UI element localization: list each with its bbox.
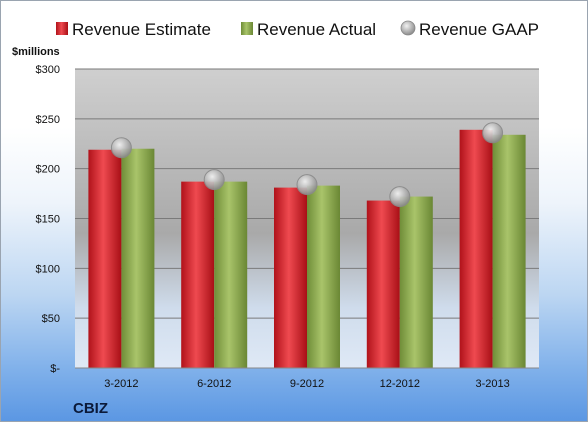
bar-revenue-actual	[399, 196, 433, 368]
y-axis-ticks: $- $50 $100 $150 $200 $250 $300	[36, 64, 61, 375]
legend-label-gaap: Revenue GAAP	[419, 20, 539, 39]
x-tick-label: 12-2012	[380, 378, 420, 390]
legend: Revenue Estimate Revenue Actual Revenue …	[56, 20, 539, 39]
y-tick-label: $100	[36, 263, 60, 275]
x-tick-label: 3-2013	[475, 378, 509, 390]
bar-revenue-estimate	[274, 187, 307, 368]
brand-label: CBIZ	[73, 400, 108, 417]
legend-label-actual: Revenue Actual	[257, 20, 376, 39]
bar-revenue-estimate	[366, 200, 400, 368]
bar-revenue-actual	[121, 148, 155, 368]
y-tick-label: $300	[36, 64, 60, 76]
bar-revenue-estimate	[88, 149, 122, 368]
legend-swatch-actual	[241, 22, 253, 35]
bar-revenue-actual	[214, 181, 248, 368]
gaap-markers	[110, 122, 504, 208]
bars	[88, 129, 526, 368]
y-axis-unit-label: $millions	[12, 46, 60, 58]
legend-marker-gaap	[400, 20, 416, 36]
y-tick-label: $-	[50, 363, 60, 375]
legend-label-estimate: Revenue Estimate	[72, 20, 211, 39]
x-tick-label: 6-2012	[197, 378, 231, 390]
x-tick-label: 9-2012	[290, 378, 324, 390]
marker-revenue-gaap	[110, 137, 132, 159]
marker-revenue-gaap	[203, 169, 225, 191]
y-tick-label: $200	[36, 164, 60, 176]
x-axis-ticks: 3-2012 6-2012 9-2012 12-2012 3-2013	[104, 378, 509, 390]
y-tick-label: $50	[42, 313, 60, 325]
legend-swatch-estimate	[56, 22, 68, 35]
bar-revenue-actual	[307, 185, 340, 368]
bar-revenue-actual	[492, 134, 526, 368]
marker-revenue-gaap	[389, 186, 411, 208]
x-tick-label: 3-2012	[104, 378, 138, 390]
y-tick-label: $150	[36, 214, 60, 226]
bar-revenue-estimate	[181, 181, 215, 368]
marker-revenue-gaap	[482, 122, 504, 144]
marker-revenue-gaap	[296, 174, 318, 196]
y-tick-label: $250	[36, 114, 60, 126]
bar-revenue-estimate	[459, 129, 493, 368]
